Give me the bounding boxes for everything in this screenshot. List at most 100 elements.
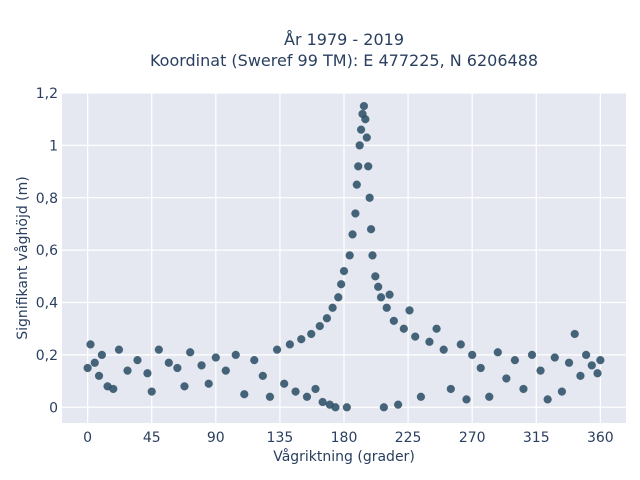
scatter-point-0-39 [331,403,340,412]
scatter-point-0-90 [570,329,579,339]
scatter-point-0-27 [279,379,289,388]
scatter-point-0-33 [311,384,320,394]
chart-subtitle: Koordinat (Sweref 99 TM): E 477225, N 62… [150,51,538,70]
scatter-point-0-95 [596,355,605,365]
scatter-point-0-18 [204,379,213,388]
scatter-point-0-73 [439,345,448,354]
scatter-point-0-59 [371,272,380,281]
scatter-point-0-94 [593,368,602,378]
scatter-point-0-12 [154,345,164,354]
scatter-point-0-3 [94,371,104,381]
scatter-point-0-71 [425,337,434,347]
scatter-point-0-40 [334,293,343,302]
scatter-point-0-72 [432,324,441,333]
scatter-point-0-75 [456,340,466,349]
scatter-point-0-9 [133,355,142,365]
scatter-point-0-26 [272,345,282,354]
scatter-point-0-67 [399,324,409,333]
y-tick-label-6: 1,2 [36,86,58,102]
scatter-point-0-68 [405,306,414,315]
scatter-point-0-85 [536,366,545,375]
scatter-point-0-61 [376,293,386,302]
scatter-point-0-14 [173,363,182,373]
scatter-point-0-1 [86,340,95,349]
scatter-point-0-66 [393,400,403,409]
scatter-point-0-11 [147,387,156,396]
scatter-point-0-54 [362,133,372,142]
scatter-point-0-46 [351,209,360,218]
scatter-point-0-83 [519,384,528,394]
scatter-point-0-19 [211,353,221,362]
scatter-point-0-82 [510,355,520,365]
scatter-point-0-20 [221,366,231,375]
x-tick-label-2: 90 [207,430,225,446]
x-tick-label-1: 45 [143,430,161,446]
scatter-point-0-42 [339,266,349,276]
scatter-point-0-93 [587,361,597,370]
scatter-point-0-28 [285,340,295,349]
scatter-point-0-80 [493,348,503,357]
scatter-point-0-89 [564,358,574,368]
scatter-point-0-60 [373,282,383,292]
scatter-point-0-24 [258,371,268,381]
scatter-point-0-41 [336,279,346,289]
scatter-point-0-2 [90,358,100,368]
scatter-point-0-0 [83,363,92,373]
scatter-point-0-57 [366,224,376,234]
scatter-point-0-91 [576,371,585,381]
y-tick-label-5: 1 [49,138,58,154]
y-tick-label-3: 0,6 [36,243,58,259]
axis-ticks: 0 45 90 135 180 225 270 315 360 0 0,2 0,4 0,6 0,8 1 1,2 [36,86,614,446]
scatter-point-0-52 [359,101,369,111]
scatter-point-0-16 [185,348,195,357]
scatter-point-0-48 [353,162,363,171]
scatter-point-0-92 [581,350,591,360]
x-axis-title: Vågriktning (grader) [273,448,415,465]
x-tick-label-7: 315 [523,430,550,446]
scatter-point-0-7 [114,345,124,354]
y-tick-label-0: 0 [49,400,58,416]
scatter-point-0-84 [527,350,537,360]
scatter-point-0-53 [361,114,370,124]
scatter-point-0-21 [231,350,241,360]
scatter-point-0-43 [342,403,352,412]
scatter-point-0-65 [389,316,399,326]
scatter-point-0-70 [416,392,426,402]
scatter-point-0-25 [265,392,275,402]
scatter-point-0-23 [250,355,259,365]
scatter-point-0-17 [197,361,206,370]
scatter-point-0-56 [365,193,374,203]
scatter-point-0-69 [410,332,420,341]
scatter-point-0-22 [240,389,249,399]
scatter-point-0-36 [322,313,332,323]
scatter-point-0-62 [379,403,389,412]
scatter-point-0-64 [385,290,394,299]
x-tick-label-6: 270 [459,430,486,446]
y-tick-label-4: 0,8 [36,191,58,207]
x-tick-label-0: 0 [83,430,92,446]
scatter-point-0-15 [180,382,189,391]
scatter-point-0-74 [446,384,456,394]
scatter-point-0-6 [109,384,118,394]
scatter-point-0-58 [368,251,377,260]
scatter-point-0-35 [318,397,327,407]
scatter-point-0-77 [467,350,477,360]
scatter-point-0-47 [352,180,362,189]
scatter-point-0-32 [306,329,316,339]
scatter-point-0-4 [97,350,107,360]
scatter-point-0-38 [328,303,337,313]
scatter-point-0-49 [355,141,364,150]
scatter-point-0-45 [348,230,357,239]
scatter-point-0-81 [502,374,511,383]
scatter-point-0-88 [557,387,567,396]
scatter-point-0-79 [485,392,494,402]
x-tick-label-5: 225 [395,430,422,446]
scatter-point-0-30 [297,334,306,344]
scatter-point-0-8 [123,366,132,375]
plot-area [62,92,626,423]
scatter-point-0-29 [291,387,300,396]
scatter-point-0-34 [315,321,325,331]
x-tick-label-4: 180 [331,430,358,446]
